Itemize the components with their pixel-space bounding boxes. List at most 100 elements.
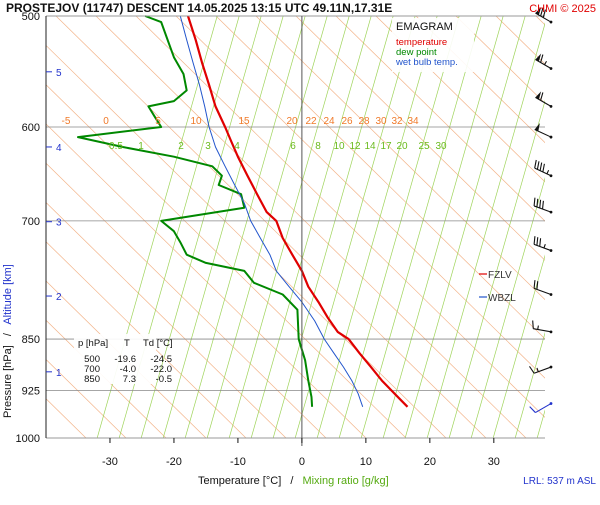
legend-temperature: temperature [396, 37, 447, 48]
mixing-ratio-label: 1 [138, 141, 144, 152]
dry-adiabat [46, 123, 367, 438]
series-line-dew-point [77, 15, 314, 407]
table-cell: 850 [84, 374, 100, 385]
barb-flag [533, 197, 536, 206]
altitude-tick-label: 4 [56, 143, 62, 154]
dry-adiabat-label: 34 [407, 116, 419, 127]
barb-staff [533, 328, 552, 333]
series-line-temperature [186, 15, 409, 408]
mixing-ratio-line [492, 254, 545, 438]
barb-flag [533, 236, 536, 245]
dry-adiabat-label: 30 [375, 116, 387, 127]
barb-flag [536, 198, 539, 208]
wind-barb [535, 7, 553, 24]
mixing-ratio-line [426, 22, 545, 438]
barb-staff [533, 366, 552, 374]
barb-flag [529, 406, 536, 413]
table-header-p: p [hPa] [78, 338, 108, 349]
barb-staff [535, 96, 552, 107]
pressure-tick-label: 500 [22, 11, 40, 23]
svg-text:Pressure [hPa] /: Pressure [hPa] / Altitude [km] [2, 264, 14, 418]
barb-flag [536, 237, 539, 246]
wind-barb [535, 53, 553, 70]
table-cell: -4.0 [120, 364, 136, 375]
axes-layer: -5 0 5 10 15 20 22 24 26 28 30 32 340.5 1 2 3 4 6 8 10 12 14 1… [16, 11, 545, 468]
mixing-ratio-label: 12 [349, 141, 361, 152]
barb-pennant [535, 53, 542, 62]
barb-flag [542, 9, 547, 18]
dry-adiabat [46, 241, 247, 438]
barb-flag [532, 320, 534, 329]
barb-flag [536, 161, 540, 170]
temperature-tick-label: -20 [166, 456, 182, 468]
mixing-ratio-label: 0.5 [109, 141, 123, 152]
barb-flag [540, 92, 544, 101]
table-cell: 7.3 [123, 374, 136, 385]
legend-title: EMAGRAM [396, 21, 453, 33]
mixing-ratio-label: 8 [315, 141, 321, 152]
mixing-ratio-line [536, 409, 545, 438]
dry-adiabat-label: 20 [286, 116, 298, 127]
barb-flag [534, 159, 537, 169]
mixing-ratio-line [470, 177, 545, 438]
barb-flag [533, 280, 536, 289]
mixing-ratio-label: 10 [333, 141, 345, 152]
table-header-td: Td [°C] [143, 338, 173, 349]
mixing-ratio-label: 14 [364, 141, 376, 152]
barb-station [549, 104, 553, 108]
barb-half-flag [537, 325, 539, 330]
wind-barb [529, 365, 553, 374]
wbzl-marker: WBZL [479, 293, 516, 304]
credit-link[interactable]: CHMI © 2025 [529, 3, 596, 15]
table-cell: -24.5 [150, 354, 172, 365]
dry-adiabat [46, 201, 287, 438]
dry-adiabat-label: 15 [238, 116, 250, 127]
wbzl-label: WBZL [488, 293, 516, 304]
temperature-tick-label: 10 [360, 456, 372, 468]
dry-adiabat [46, 162, 327, 438]
x-axis-title: Temperature [°C] / Mixing ratio [g/kg] [198, 475, 389, 487]
pressure-tick-label: 1000 [16, 433, 40, 445]
barb-pennant [535, 91, 542, 100]
dry-adiabat [495, 16, 545, 65]
barb-half-flag [543, 244, 546, 249]
mixing-ratio-line [514, 331, 545, 438]
barb-station [549, 365, 553, 369]
mixing-ratio-line [272, 16, 394, 438]
legend-wet-bulb: wet bulb temp. [395, 57, 458, 68]
dry-adiabat-label: 24 [323, 116, 335, 127]
legend-dew-point: dew point [396, 47, 437, 58]
mixing-ratio-line [316, 16, 438, 438]
x-label-sep: / [290, 475, 294, 487]
fzlv-marker: FZLV [479, 270, 512, 281]
x-label-temp: Temperature [°C] [198, 475, 281, 487]
table-cell: 500 [84, 354, 100, 365]
dry-adiabat [46, 44, 447, 438]
x-label-mix: Mixing ratio [g/kg] [302, 475, 388, 487]
mixing-ratio-label: 4 [234, 141, 240, 152]
legend-box [392, 18, 474, 72]
temperature-tick-label: 0 [299, 456, 305, 468]
dry-adiabat [55, 16, 487, 438]
dry-adiabat-label: 22 [305, 116, 317, 127]
dry-adiabat-label: 10 [190, 116, 202, 127]
wind-barb [529, 402, 553, 414]
mixing-ratio-line [250, 16, 372, 438]
mixing-ratio-label: 3 [205, 141, 211, 152]
wind-barb [533, 236, 553, 252]
barb-pennant [534, 123, 540, 132]
pressure-tick-label: 700 [22, 216, 40, 228]
temperature-tick-label: -30 [102, 456, 118, 468]
dry-adiabat-label: 0 [103, 116, 109, 127]
barb-flag [539, 238, 542, 247]
wind-barb [532, 320, 553, 334]
mixing-ratio-line [184, 16, 306, 438]
mixing-ratio-label: 2 [178, 141, 184, 152]
dry-adiabat [375, 16, 545, 183]
dry-adiabat [535, 16, 545, 26]
y-label-altitude: Altitude [km] [2, 264, 14, 325]
barb-station [549, 293, 553, 296]
fzlv-label: FZLV [488, 270, 512, 281]
dry-adiabat [46, 358, 127, 438]
pressure-tick-label: 925 [22, 386, 40, 398]
